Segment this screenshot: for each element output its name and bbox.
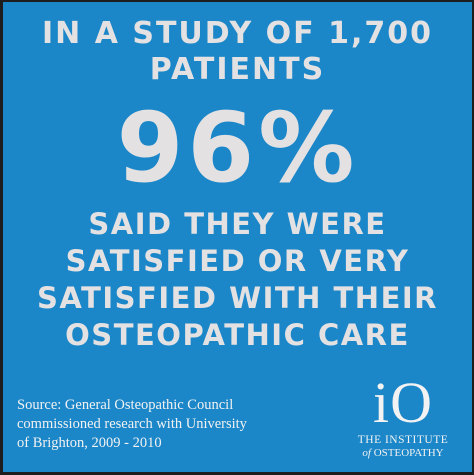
source-citation: Source: General Osteopathic Council comm… bbox=[17, 396, 317, 453]
logo-name-line-1: THE INSTITUTE bbox=[357, 434, 449, 446]
finding-line-4: OSTEOPATHIC CARE bbox=[65, 318, 410, 352]
institute-logo: iO THE INSTITUTE of OSTEOPATHY bbox=[348, 374, 458, 466]
statistic-value: 96% bbox=[116, 92, 359, 204]
logo-of-text: of bbox=[362, 447, 371, 459]
logo-osteopathy-text: OSTEOPATHY bbox=[373, 447, 444, 459]
infographic-panel: IN A STUDY OF 1,700 PATIENTS 96% SAID TH… bbox=[3, 2, 472, 472]
headline-line-2: PATIENTS bbox=[149, 52, 326, 87]
finding-line-1: SAID THEY WERE bbox=[88, 207, 387, 241]
finding-text: SAID THEY WERE SATISFIED OR VERY SATISFI… bbox=[3, 206, 472, 354]
finding-line-3: SATISFIED WITH THEIR bbox=[36, 281, 439, 315]
source-line-3: of Brighton, 2009 - 2010 bbox=[17, 435, 162, 451]
logo-mark: iO bbox=[373, 370, 433, 435]
source-line-2: commissioned research with University bbox=[17, 416, 247, 432]
headline-line-1: IN A STUDY OF 1,700 bbox=[41, 16, 434, 51]
headline: IN A STUDY OF 1,700 PATIENTS bbox=[3, 16, 472, 88]
source-line-1: Source: General Osteopathic Council bbox=[17, 397, 234, 413]
logo-name-line-2: of OSTEOPATHY bbox=[348, 447, 458, 460]
finding-line-2: SATISFIED OR VERY bbox=[65, 244, 410, 278]
